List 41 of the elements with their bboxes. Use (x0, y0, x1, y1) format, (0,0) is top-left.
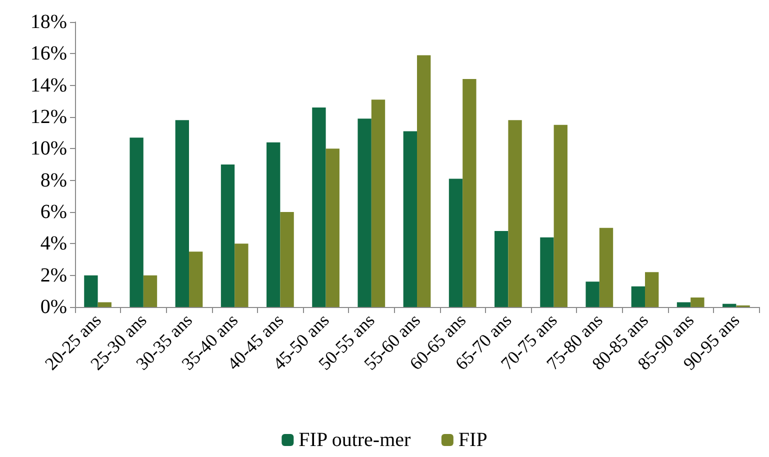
y-tick-label: 10% (30, 138, 67, 160)
bar (448, 178, 463, 307)
y-tick-label: 2% (40, 264, 67, 286)
bar (143, 275, 158, 307)
bar (189, 252, 203, 307)
bar (84, 275, 98, 307)
y-tick-label: 8% (40, 169, 67, 192)
y-tick-label: 6% (40, 201, 67, 223)
bar (690, 298, 704, 307)
bar (494, 231, 508, 307)
bar (175, 120, 189, 307)
bar (722, 304, 736, 307)
y-tick-label: 12% (30, 106, 67, 128)
bar (508, 120, 522, 307)
bar (676, 302, 691, 307)
y-tick-label: 18% (30, 11, 67, 33)
bar (312, 108, 326, 307)
legend-label: FIP outre-mer (298, 429, 412, 451)
bar (280, 212, 294, 307)
y-tick-label: 14% (30, 74, 67, 96)
y-tick-label: 0% (40, 296, 67, 318)
bar (462, 79, 476, 307)
y-tick-label: 16% (30, 42, 67, 65)
bar (220, 164, 235, 307)
bar (540, 237, 554, 307)
bar (98, 302, 112, 307)
bar (130, 138, 144, 307)
y-tick-label: 4% (40, 232, 67, 255)
bar (554, 124, 568, 307)
legend-label: FIP (458, 429, 488, 451)
bar (403, 131, 417, 307)
bar (645, 272, 659, 307)
bar (586, 282, 600, 307)
bar (417, 55, 431, 307)
bar (631, 286, 645, 307)
bar (326, 148, 340, 307)
bar (371, 100, 386, 307)
bar (266, 142, 280, 307)
bar (599, 228, 614, 307)
bar (358, 118, 372, 307)
bar (234, 244, 248, 307)
